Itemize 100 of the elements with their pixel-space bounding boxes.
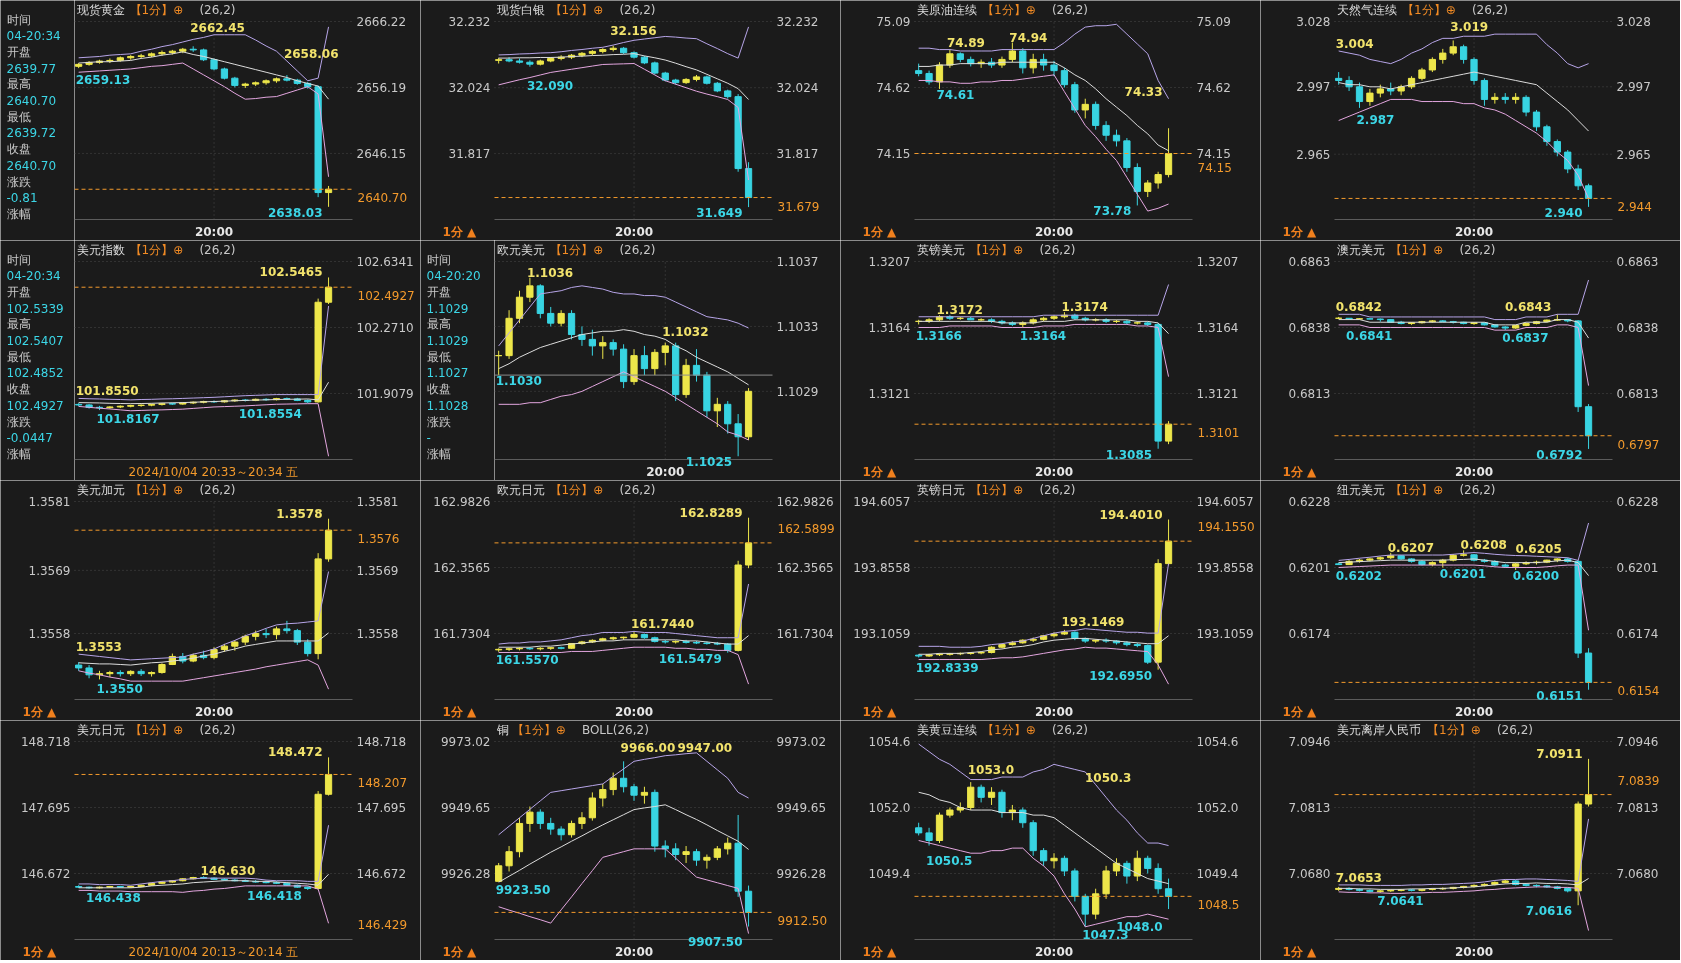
text: 102.5407 [6,334,64,348]
text: 04-20:34 [6,28,61,43]
text: 32.090 [526,78,574,93]
text: 146.418 [247,888,302,903]
text: 2024/10/04 20:33～20:34 五 [128,464,299,479]
text: 9966.00 [620,740,676,755]
text: 最高 [6,77,31,92]
text: 7.0641 [1377,893,1424,908]
y2-tick-label: 1.3207 [1196,255,1239,269]
x-tick-label: 20:00 [1034,944,1074,959]
text: (26,2) [199,482,236,497]
text: (26,2) [619,482,656,497]
chart-subtitle: 【1分】⊕ [512,722,566,737]
y-tick-label: 9926.28 [440,866,491,881]
text: (26,2) [619,2,656,17]
chart-subtitle: 【1分】⊕ [129,722,184,737]
text: -0.0447 [6,431,53,446]
y-tick-label: 0.6813 [1288,387,1331,401]
y2-tick-label: 1.3164 [1196,321,1239,335]
text: 161.7440 [631,617,695,632]
text: 1050.5 [926,854,973,869]
chart-subtitle: 【1分】⊕ [549,482,604,497]
chart-subtitle: 【1分】⊕ [129,482,184,497]
text: 192.6950 [1089,668,1153,683]
y-tick-label: 75.09 [876,15,911,29]
y-tick-label: 1.3558 [28,627,71,641]
chart-subtitle: 【1分】⊕ [969,242,1024,257]
chart-title: 现货黄金 [76,2,125,17]
text: 1.1036 [526,265,574,280]
x-axis-title: 1分 ▲ [1282,704,1318,719]
text: 0.6202 [1335,568,1382,583]
y-tick-label: 193.8558 [853,561,911,575]
text: 146.630 [200,864,256,879]
text: 1053.0 [967,763,1015,778]
text: 9947.00 [677,740,733,755]
text: 0.6792 [1536,447,1583,462]
text: 最高 [6,317,31,332]
y-tick-label: 32.024 [448,81,491,96]
text: (26,2) [199,2,236,17]
chart-title: 纽元美元 [1336,482,1385,497]
text: 04-20:34 [6,268,61,283]
y-tick-label: 9949.65 [440,800,491,815]
text: 74.89 [946,35,985,50]
text: 1.3174 [1061,300,1108,315]
text: 1.3550 [96,682,143,697]
text: 0.6208 [1460,538,1507,553]
x-tick-label: 20:00 [1034,464,1074,479]
text: 涨跌 [6,414,31,429]
text: (26,2) [619,242,656,257]
chart-title: 美原油连续 [916,2,977,17]
y-tick-label: 148.718 [20,735,71,749]
ref-line-label: 102.4927 [357,289,415,304]
text: 收盘 [6,142,31,157]
y2-tick-label: 1054.6 [1196,735,1239,749]
y-tick-label: 1.1033 [776,319,819,334]
ref-line-label: 0.6154 [1617,684,1660,699]
text: 2639.77 [6,61,57,76]
text: (26,2) [1496,722,1533,737]
y-tick-label: 1.3581 [28,495,71,509]
chart-title: 美元指数 [76,242,125,257]
y-tick-label: 1052.0 [868,801,911,815]
y-tick-label: 0.6838 [1288,321,1331,335]
text: 2638.03 [267,205,323,220]
text: 2659.13 [75,73,131,88]
y-tick-label: 0.6201 [1288,561,1331,575]
x-tick-label: 20:00 [1454,224,1494,239]
y2-tick-label: 7.0813 [1616,801,1659,815]
text: 2662.45 [190,20,245,35]
text: (26,2) [1471,2,1508,17]
text: 1.3578 [276,506,323,521]
y2-tick-label: 7.0946 [1616,735,1659,749]
text: 161.5479 [658,651,722,666]
text: 2658.06 [283,47,339,62]
text: - [426,431,431,446]
text: 2640.70 [6,158,57,173]
text: 最低 [6,349,31,364]
y-tick-label: 2646.15 [356,146,407,161]
text: 3.019 [1450,20,1489,35]
text: 涨跌 [426,414,451,429]
text: 102.4852 [6,366,64,381]
y2-tick-label: 0.6863 [1616,255,1659,269]
text: 1050.3 [1085,770,1132,785]
chart-title: 欧元日元 [496,482,545,497]
text: 1.3164 [1019,328,1067,343]
text: 146.438 [86,891,141,906]
x-axis-title: 1分 ▲ [862,224,898,239]
y-tick-label: 1054.6 [868,735,911,749]
text: 开盘 [6,284,31,299]
y-tick-label: 102.2710 [356,321,414,336]
y-tick-label: 1.3569 [28,563,71,578]
y-tick-label: 1.3164 [868,321,911,335]
x-axis-title: 1分 ▲ [442,704,478,719]
y-tick-label: 74.62 [876,81,911,95]
text: 101.8167 [96,411,160,426]
y-tick-label: 2656.19 [356,80,407,95]
ref-line-label: 194.1550 [1197,520,1255,535]
text: 最高 [426,317,451,332]
y2-tick-label: 1.3121 [1196,387,1239,401]
y-tick-label: 74.15 [876,147,911,161]
chart-subtitle: 【1分】⊕ [1402,2,1456,17]
